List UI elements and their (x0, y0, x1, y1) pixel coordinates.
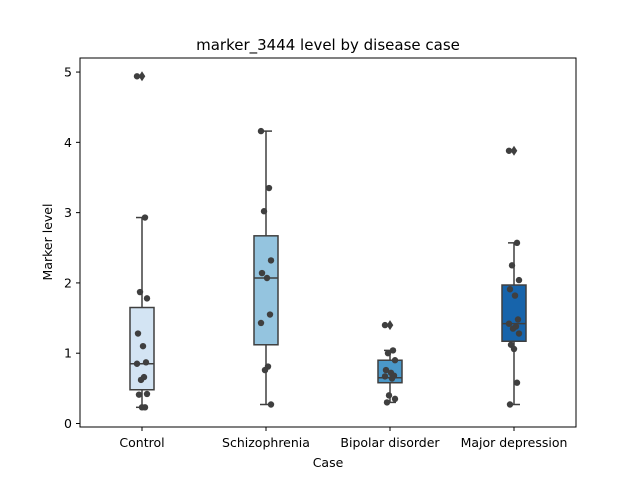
x-axis-label: Case (313, 455, 344, 470)
plot-frame (79, 57, 577, 428)
data-point (506, 286, 514, 293)
outlier-marker (138, 71, 146, 82)
y-tick-label: 5 (64, 65, 72, 80)
data-point (260, 208, 268, 215)
data-point (137, 376, 145, 384)
data-point (134, 330, 142, 337)
data-point (384, 350, 392, 357)
y-tick-label: 0 (64, 416, 72, 431)
y-axis-label: Marker level (40, 204, 55, 281)
data-point (383, 399, 391, 406)
data-point (509, 325, 517, 332)
data-point (141, 404, 149, 411)
data-point (391, 357, 399, 364)
data-point (141, 214, 149, 221)
chart-title: marker_3444 level by disease case (196, 36, 460, 55)
x-tick-label: Bipolar disorder (340, 435, 440, 450)
data-point (258, 269, 266, 277)
y-tick-label: 2 (64, 275, 72, 290)
data-point (513, 239, 521, 247)
plot-area (80, 58, 576, 427)
data-point (133, 73, 141, 80)
data-point (143, 390, 151, 398)
data-point (133, 360, 141, 367)
y-tick-label: 1 (64, 346, 72, 361)
data-point (142, 359, 150, 366)
data-point (261, 366, 269, 374)
y-tick-label: 3 (64, 205, 72, 220)
x-axis: Control Schizophrenia Bipolar disorder Majo… (119, 427, 567, 450)
data-point (391, 395, 399, 403)
data-point (135, 391, 143, 398)
data-point (505, 320, 513, 327)
data-point (381, 321, 389, 329)
data-point (266, 311, 274, 318)
box-iqr (253, 235, 279, 346)
y-axis: 0 1 2 3 4 5 (64, 65, 80, 431)
data-point (389, 347, 397, 354)
data-point (382, 366, 390, 374)
data-point (515, 330, 523, 337)
data-point (257, 319, 265, 327)
points-layer (133, 73, 523, 411)
outlier-marker (386, 320, 394, 331)
data-point (515, 276, 523, 284)
data-point (136, 288, 144, 296)
data-point (514, 316, 522, 323)
outlier-marker (510, 145, 518, 156)
data-point (381, 373, 389, 380)
data-point (506, 401, 514, 408)
data-point (508, 262, 516, 269)
data-point (388, 375, 396, 382)
y-tick-label: 4 (64, 135, 72, 150)
data-point (385, 392, 393, 399)
data-point (267, 257, 275, 264)
x-tick-label: Control (119, 435, 164, 450)
data-point (139, 342, 147, 350)
x-tick-label: Major depression (461, 435, 568, 450)
data-point (510, 345, 518, 353)
data-point (267, 401, 275, 408)
data-point (143, 295, 151, 302)
data-point (257, 127, 265, 135)
data-point (265, 184, 273, 192)
x-tick-label: Schizophrenia (222, 435, 310, 450)
data-point (505, 147, 513, 154)
data-point (511, 292, 519, 299)
data-point (513, 379, 521, 386)
data-point (263, 274, 271, 282)
